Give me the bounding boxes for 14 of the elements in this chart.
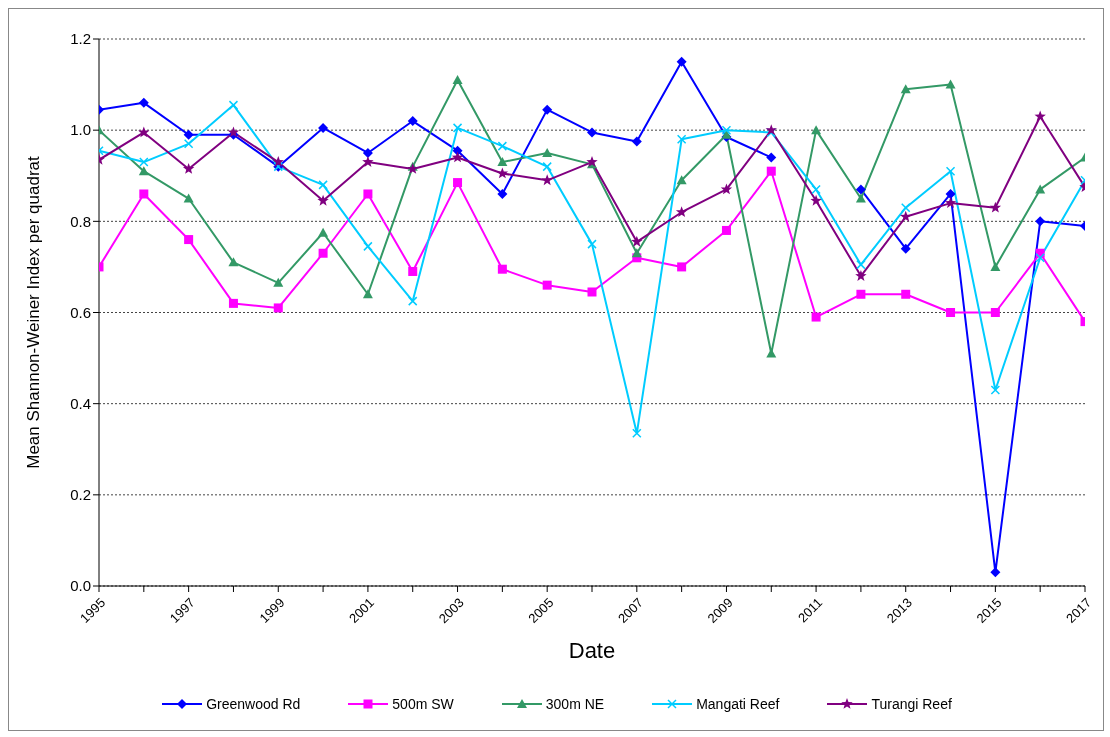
y-tick-label: 0.2 (70, 486, 91, 504)
legend-label: Turangi Reef (871, 696, 952, 712)
x-axis-title: Date (568, 638, 616, 663)
y-tick-label: 1.0 (70, 121, 91, 139)
legend-label: Greenwood Rd (206, 696, 301, 712)
legend-label: Mangati Reef (696, 696, 780, 712)
legend-label: 500m SW (392, 696, 454, 712)
legend-label: 300m NE (545, 696, 605, 712)
y-tick-label: 1.2 (70, 30, 91, 48)
y-axis-title: Mean Shannon-Weiner Index per quadrat (24, 155, 44, 469)
y-tick-label: 0.0 (70, 577, 91, 595)
y-tick-label: 0.6 (70, 303, 91, 321)
y-tick-label: 0.4 (70, 394, 91, 412)
y-tick-label: 0.8 (70, 212, 91, 230)
